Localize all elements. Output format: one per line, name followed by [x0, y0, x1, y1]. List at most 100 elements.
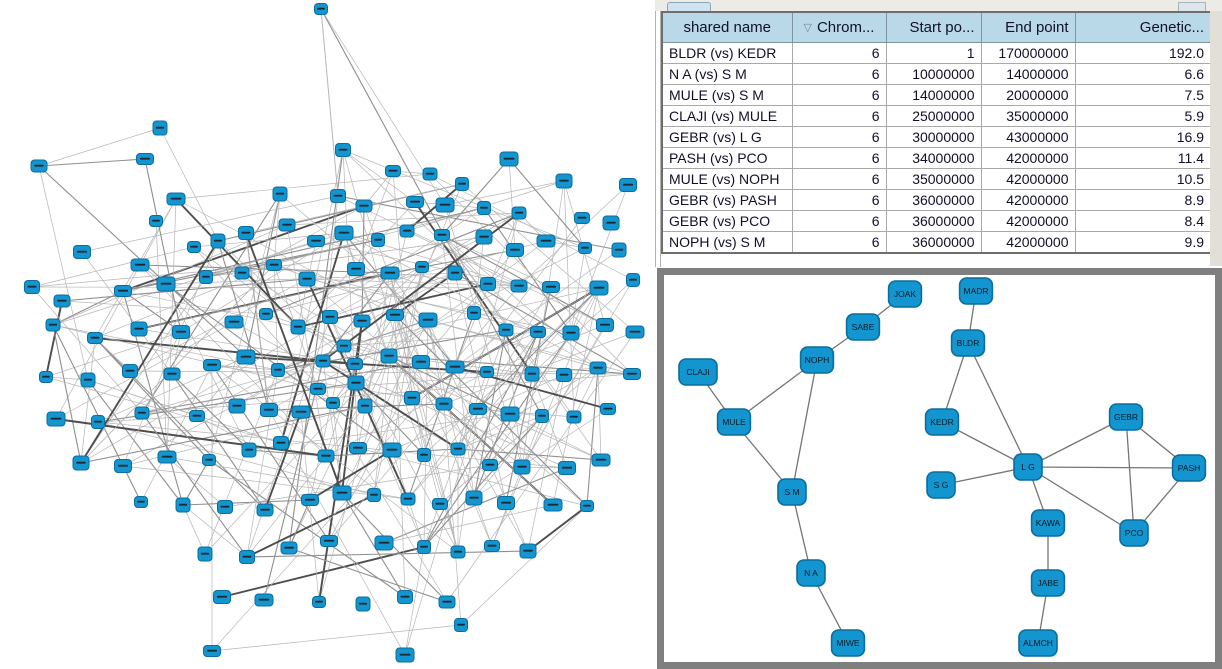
network-node[interactable]: MULE	[716, 408, 752, 436]
network-node[interactable]: KAWA	[1030, 509, 1066, 537]
network-node[interactable]	[53, 294, 71, 308]
cell[interactable]: 36000000	[885, 189, 982, 211]
filter-icon[interactable]: ▽	[803, 22, 812, 34]
table-row[interactable]: MULE (vs) S M 6 14000000 20000000 7.5	[661, 84, 1212, 106]
network-edge[interactable]	[139, 264, 327, 457]
network-edge[interactable]	[388, 355, 445, 405]
network-edge[interactable]	[521, 180, 565, 468]
network-edge[interactable]	[457, 286, 552, 450]
network-node[interactable]	[454, 618, 468, 632]
network-node[interactable]	[260, 403, 278, 417]
network-node[interactable]	[555, 173, 573, 189]
table-row[interactable]: CLAJI (vs) MULE 6 25000000 35000000 5.9	[661, 105, 1212, 127]
cell[interactable]: 30000000	[885, 126, 982, 148]
network-node[interactable]	[574, 212, 590, 224]
network-edge[interactable]	[383, 504, 554, 544]
cell[interactable]: 35000000	[980, 105, 1076, 127]
network-node[interactable]	[450, 545, 466, 559]
network-node[interactable]	[224, 315, 244, 329]
network-edge[interactable]	[166, 198, 177, 458]
network-edge[interactable]	[211, 449, 393, 652]
network-edge[interactable]	[341, 285, 520, 494]
network-edge[interactable]	[196, 415, 343, 494]
subnetwork-canvas[interactable]: JOAK MADR SABE BLDR NOPH CLAJI GEBR MULE KEDR L G…	[664, 275, 1215, 662]
network-node[interactable]	[438, 595, 456, 609]
network-edge[interactable]	[245, 193, 281, 358]
network-edge[interactable]	[373, 314, 396, 496]
network-edge[interactable]	[175, 173, 431, 200]
network-edge[interactable]	[182, 504, 206, 555]
network-node[interactable]	[600, 403, 616, 415]
network-edge[interactable]	[45, 300, 63, 378]
network-edge[interactable]	[217, 240, 270, 411]
network-node[interactable]	[415, 261, 429, 273]
network-node[interactable]	[367, 488, 381, 502]
network-edge[interactable]	[320, 8, 339, 197]
network-node[interactable]	[395, 647, 415, 663]
network-edge[interactable]	[791, 359, 818, 493]
network-edge[interactable]	[527, 374, 565, 552]
network-node[interactable]	[134, 406, 150, 420]
network-node[interactable]	[336, 339, 352, 353]
network-node[interactable]	[626, 273, 640, 287]
network-edge[interactable]	[328, 403, 445, 542]
network-edge[interactable]	[1027, 466, 1190, 469]
network-edge[interactable]	[196, 356, 247, 417]
network-edge[interactable]	[457, 408, 479, 553]
network-edge[interactable]	[421, 236, 485, 268]
network-node[interactable]	[199, 270, 213, 284]
network-edge[interactable]	[457, 367, 599, 450]
network-node[interactable]: S M	[777, 478, 807, 506]
cell[interactable]: 9.9	[1074, 231, 1212, 254]
network-node[interactable]	[480, 277, 496, 291]
network-node[interactable]	[156, 276, 176, 292]
network-edge[interactable]	[486, 324, 606, 373]
network-edge[interactable]	[45, 331, 182, 378]
table-row[interactable]: N A (vs) S M 6 10000000 14000000 6.6	[661, 63, 1212, 85]
cell[interactable]: 170000000	[980, 42, 1076, 64]
network-edge[interactable]	[337, 195, 620, 251]
network-node[interactable]	[580, 500, 594, 512]
cell[interactable]: GEBR (vs) L G	[661, 126, 793, 148]
network-node[interactable]: N A	[796, 559, 826, 587]
network-node[interactable]	[334, 225, 354, 241]
cell[interactable]: 6	[791, 210, 887, 232]
network-node[interactable]	[149, 215, 163, 227]
network-node[interactable]	[80, 372, 96, 388]
network-edge[interactable]	[159, 127, 219, 242]
cell[interactable]: 35000000	[885, 168, 982, 190]
network-edge[interactable]	[489, 287, 600, 466]
network-node[interactable]	[136, 153, 154, 165]
network-edge[interactable]	[443, 331, 636, 405]
network-node[interactable]	[385, 165, 401, 177]
network-node[interactable]	[134, 496, 148, 508]
network-node[interactable]	[397, 590, 413, 604]
column-header-chrom---[interactable]: ▽ Chrom...	[791, 11, 887, 43]
network-node[interactable]	[39, 371, 53, 383]
network-node[interactable]	[203, 645, 221, 657]
network-node[interactable]	[465, 490, 483, 506]
cell[interactable]: 14000000	[885, 84, 982, 106]
network-node[interactable]	[152, 120, 168, 136]
network-edge[interactable]	[473, 236, 485, 314]
network-node[interactable]	[298, 271, 316, 287]
cell[interactable]: 6	[791, 63, 887, 85]
network-node[interactable]	[455, 177, 469, 191]
table-row[interactable]: BLDR (vs) KEDR 6 1 170000000 192.0	[661, 42, 1212, 64]
network-node[interactable]	[210, 233, 226, 249]
network-edge[interactable]	[81, 195, 339, 253]
column-header-start-po---[interactable]: Start po...	[885, 11, 982, 43]
network-node[interactable]	[290, 319, 306, 335]
network-node[interactable]	[317, 449, 335, 463]
network-edge[interactable]	[391, 266, 423, 451]
network-node[interactable]: S G	[926, 471, 956, 499]
cell[interactable]: N A (vs) S M	[661, 63, 793, 85]
cell[interactable]: 7.5	[1074, 84, 1212, 106]
network-node[interactable]: L G	[1013, 453, 1043, 481]
network-node[interactable]	[239, 550, 255, 564]
network-node[interactable]	[310, 383, 326, 395]
network-node[interactable]	[197, 546, 213, 562]
cell[interactable]: 11.4	[1074, 147, 1212, 169]
network-edge[interactable]	[288, 547, 448, 603]
cell[interactable]: 42000000	[980, 168, 1076, 190]
